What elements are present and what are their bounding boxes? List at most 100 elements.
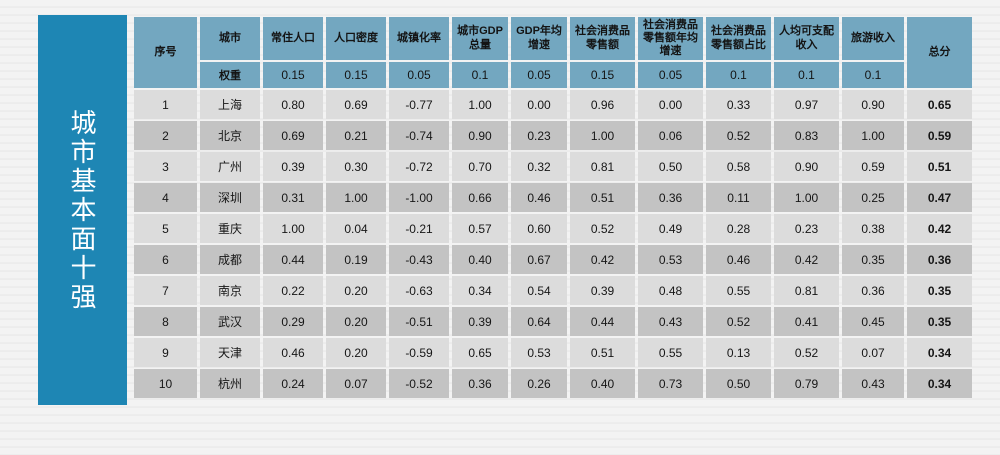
cell-value: 0.55 [706,276,771,305]
cell-value: 1.00 [326,183,386,212]
col-header-metric: 城镇化率 [389,17,449,60]
table-row: 7 南京 0.22 0.20 -0.63 0.34 0.54 0.39 0.48 0.55 0.81… [134,276,972,305]
col-header-metric: 社会消费品零售额年均增速 [638,17,703,60]
cell-value: 0.52 [774,338,839,367]
cell-city: 成都 [200,245,260,274]
cell-value: -0.52 [389,369,449,398]
cell-value: 0.19 [326,245,386,274]
cell-value: 0.52 [706,307,771,336]
cell-value: 0.32 [511,152,567,181]
cell-value: 0.69 [326,90,386,119]
cell-value: 0.60 [511,214,567,243]
cell-value: -0.63 [389,276,449,305]
cell-value: 0.26 [511,369,567,398]
cell-value: 0.59 [842,152,904,181]
cell-value: 0.11 [706,183,771,212]
cell-value: 0.53 [511,338,567,367]
cell-value: -0.77 [389,90,449,119]
cell-value: 0.70 [452,152,508,181]
table-row: 5 重庆 1.00 0.04 -0.21 0.57 0.60 0.52 0.49 0.28 0.23… [134,214,972,243]
weight-value: 0.05 [511,62,567,88]
cell-value: 0.36 [638,183,703,212]
col-header-metric: 人口密度 [326,17,386,60]
weight-value: 0.15 [326,62,386,88]
cell-total: 0.35 [907,276,972,305]
cell-value: 0.45 [842,307,904,336]
cell-total: 0.59 [907,121,972,150]
table-row: 3 广州 0.39 0.30 -0.72 0.70 0.32 0.81 0.50 0.58 0.90… [134,152,972,181]
weight-value: 0.1 [452,62,508,88]
cell-value: -0.74 [389,121,449,150]
cell-total: 0.34 [907,369,972,398]
cell-value: 0.33 [706,90,771,119]
cell-value: 0.28 [706,214,771,243]
cell-value: 0.46 [706,245,771,274]
cell-value: 0.65 [452,338,508,367]
cell-value: 0.66 [452,183,508,212]
weight-value: 0.1 [842,62,904,88]
cell-value: 0.73 [638,369,703,398]
cell-total: 0.42 [907,214,972,243]
weight-row: 权重 0.15 0.15 0.05 0.1 0.05 0.15 0.05 0.1… [134,62,972,88]
title-banner: 城市基本面十强 [38,15,127,405]
cell-total: 0.34 [907,338,972,367]
cell-value: 0.69 [263,121,323,150]
cell-city: 北京 [200,121,260,150]
cell-value: 0.04 [326,214,386,243]
city-fundamentals-table: 序号 城市 常住人口 人口密度 城镇化率 城市GDP总量 GDP年均增速 社会消… [131,15,975,400]
cell-rank: 4 [134,183,197,212]
cell-value: 0.49 [638,214,703,243]
cell-rank: 7 [134,276,197,305]
cell-value: -0.72 [389,152,449,181]
cell-value: 0.97 [774,90,839,119]
cell-value: 0.40 [570,369,635,398]
cell-value: 0.53 [638,245,703,274]
cell-city: 深圳 [200,183,260,212]
cell-rank: 5 [134,214,197,243]
cell-value: 0.42 [774,245,839,274]
cell-value: 0.44 [263,245,323,274]
table-row: 10 杭州 0.24 0.07 -0.52 0.36 0.26 0.40 0.73 0.50 0.7… [134,369,972,398]
cell-city: 南京 [200,276,260,305]
cell-value: 0.90 [452,121,508,150]
col-header-total: 总分 [907,17,972,88]
cell-value: 0.07 [326,369,386,398]
cell-value: 0.39 [452,307,508,336]
cell-value: 0.81 [570,152,635,181]
cell-value: 0.07 [842,338,904,367]
cell-value: 0.46 [263,338,323,367]
cell-value: 0.58 [706,152,771,181]
cell-value: -0.43 [389,245,449,274]
cell-value: 0.46 [511,183,567,212]
cell-value: 0.39 [263,152,323,181]
cell-city: 重庆 [200,214,260,243]
cell-value: 0.00 [511,90,567,119]
cell-value: -1.00 [389,183,449,212]
cell-value: 0.48 [638,276,703,305]
cell-total: 0.51 [907,152,972,181]
col-header-metric: 旅游收入 [842,17,904,60]
table-row: 2 北京 0.69 0.21 -0.74 0.90 0.23 1.00 0.06 0.52 0.83… [134,121,972,150]
cell-value: 0.36 [452,369,508,398]
table-row: 9 天津 0.46 0.20 -0.59 0.65 0.53 0.51 0.55 0.13 0.52… [134,338,972,367]
weight-value: 0.1 [706,62,771,88]
cell-value: 0.55 [638,338,703,367]
cell-value: 0.22 [263,276,323,305]
cell-value: 0.20 [326,307,386,336]
weight-row-label: 权重 [200,62,260,88]
col-header-metric: 社会消费品零售额占比 [706,17,771,60]
cell-value: 0.40 [452,245,508,274]
table-body: 1 上海 0.80 0.69 -0.77 1.00 0.00 0.96 0.00 0.33 0.97… [134,90,972,398]
cell-value: 0.42 [570,245,635,274]
cell-value: 1.00 [570,121,635,150]
cell-value: 1.00 [263,214,323,243]
cell-value: 0.54 [511,276,567,305]
cell-rank: 6 [134,245,197,274]
col-header-metric: 常住人口 [263,17,323,60]
cell-value: 0.83 [774,121,839,150]
cell-value: 1.00 [452,90,508,119]
weight-value: 0.05 [389,62,449,88]
cell-value: 0.57 [452,214,508,243]
table-row: 6 成都 0.44 0.19 -0.43 0.40 0.67 0.42 0.53 0.46 0.42… [134,245,972,274]
cell-value: 0.00 [638,90,703,119]
